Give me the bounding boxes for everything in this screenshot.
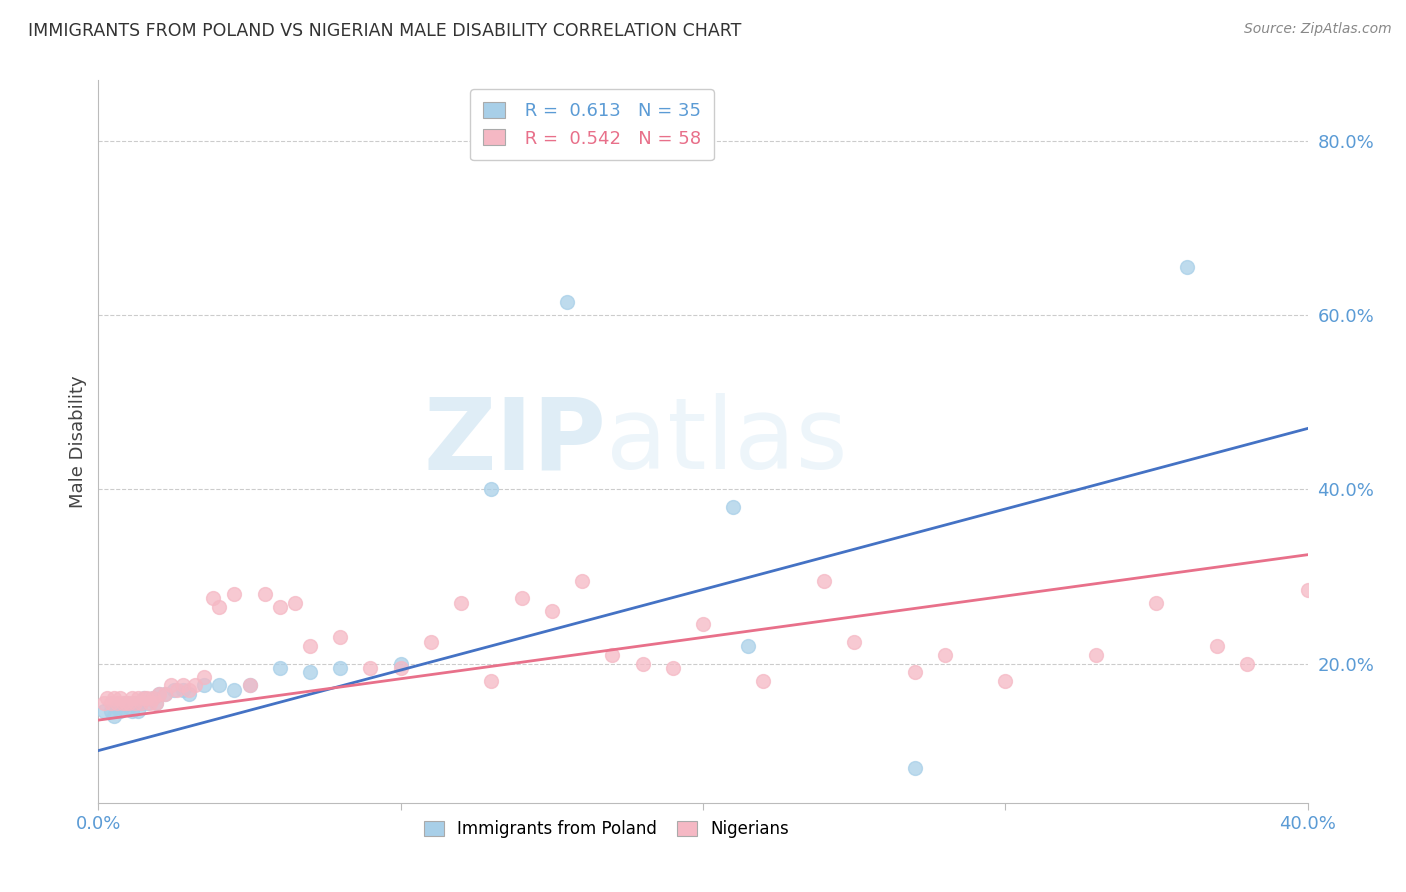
Legend: Immigrants from Poland, Nigerians: Immigrants from Poland, Nigerians [418,814,796,845]
Point [1144,596,1167,610]
Text: atlas: atlas [606,393,848,490]
Point [389,657,412,671]
Point [121,705,143,719]
Point [844,634,866,648]
Point [145,696,167,710]
Point [100,705,122,719]
Point [813,574,835,588]
Point [1236,657,1258,671]
Point [148,687,170,701]
Point [269,661,291,675]
Point [752,673,775,688]
Point [239,678,262,692]
Point [100,696,122,710]
Point [93,705,115,719]
Point [481,483,503,497]
Point [127,691,149,706]
Point [329,661,352,675]
Point [555,295,578,310]
Point [994,673,1017,688]
Point [389,661,412,675]
Point [1175,260,1198,275]
Point [103,708,125,723]
Point [111,696,134,710]
Point [103,691,125,706]
Point [723,500,745,514]
Point [329,631,352,645]
Point [631,657,654,671]
Point [160,678,183,692]
Point [202,591,225,606]
Point [121,691,143,706]
Point [114,696,136,710]
Point [166,682,188,697]
Point [142,691,165,706]
Point [299,639,322,653]
Point [153,687,176,701]
Point [135,696,157,710]
Point [1085,648,1108,662]
Point [129,696,152,710]
Point [1206,639,1229,653]
Point [153,687,176,701]
Point [142,691,165,706]
Point [163,682,186,697]
Point [124,696,146,710]
Text: IMMIGRANTS FROM POLAND VS NIGERIAN MALE DISABILITY CORRELATION CHART: IMMIGRANTS FROM POLAND VS NIGERIAN MALE … [28,22,741,40]
Point [93,696,115,710]
Point [934,648,956,662]
Point [96,691,118,706]
Point [108,691,131,706]
Point [299,665,322,680]
Point [193,678,215,692]
Point [904,761,927,775]
Point [129,696,152,710]
Point [148,687,170,701]
Point [692,617,714,632]
Text: ZIP: ZIP [423,393,606,490]
Point [127,705,149,719]
Point [253,587,276,601]
Point [360,661,382,675]
Point [105,696,128,710]
Point [1296,582,1319,597]
Point [132,691,155,706]
Point [420,634,443,648]
Point [208,678,231,692]
Point [111,700,134,714]
Point [179,682,201,697]
Point [118,700,141,714]
Point [124,696,146,710]
Point [179,687,201,701]
Point [208,599,231,614]
Point [737,639,759,653]
Point [114,696,136,710]
Point [269,599,291,614]
Point [510,591,533,606]
Point [602,648,624,662]
Point [661,661,683,675]
Point [193,669,215,683]
Point [139,696,162,710]
Point [145,696,167,710]
Point [184,678,207,692]
Y-axis label: Male Disability: Male Disability [69,376,87,508]
Point [132,691,155,706]
Point [284,596,307,610]
Point [481,673,503,688]
Point [571,574,593,588]
Point [224,587,246,601]
Point [172,682,194,697]
Point [105,700,128,714]
Text: Source: ZipAtlas.com: Source: ZipAtlas.com [1244,22,1392,37]
Point [540,604,562,618]
Point [135,691,157,706]
Point [904,665,927,680]
Point [450,596,472,610]
Point [108,705,131,719]
Point [239,678,262,692]
Point [224,682,246,697]
Point [172,678,194,692]
Point [118,696,141,710]
